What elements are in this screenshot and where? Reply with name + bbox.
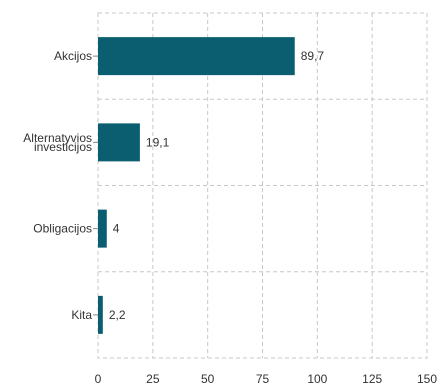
value-label: 89,7 [301, 49, 325, 63]
bars-layer [98, 37, 295, 334]
value-label: 2,2 [109, 308, 126, 322]
category-label: Alternatyvios investicijos [23, 131, 92, 154]
x-tick-label: 125 [362, 372, 382, 386]
x-tick-label: 100 [307, 372, 327, 386]
x-tick-label: 150 [417, 372, 437, 386]
labels-layer: 0 25 50 75 100 125 150 Akcijos 89,7 Alternatyvios… [23, 49, 437, 386]
category-label: Obligacijos [33, 222, 92, 236]
x-tick-label: 25 [146, 372, 160, 386]
bar [98, 295, 103, 334]
category-label: Kita [71, 308, 92, 322]
value-label: 19,1 [146, 135, 170, 149]
category-label: Akcijos [54, 49, 92, 63]
x-tick-label: 50 [201, 372, 215, 386]
x-tick-label: 75 [256, 372, 270, 386]
bar [98, 209, 107, 248]
value-label: 4 [113, 222, 120, 236]
bar [98, 37, 295, 76]
bar [98, 123, 140, 162]
x-tick-label: 0 [95, 372, 102, 386]
